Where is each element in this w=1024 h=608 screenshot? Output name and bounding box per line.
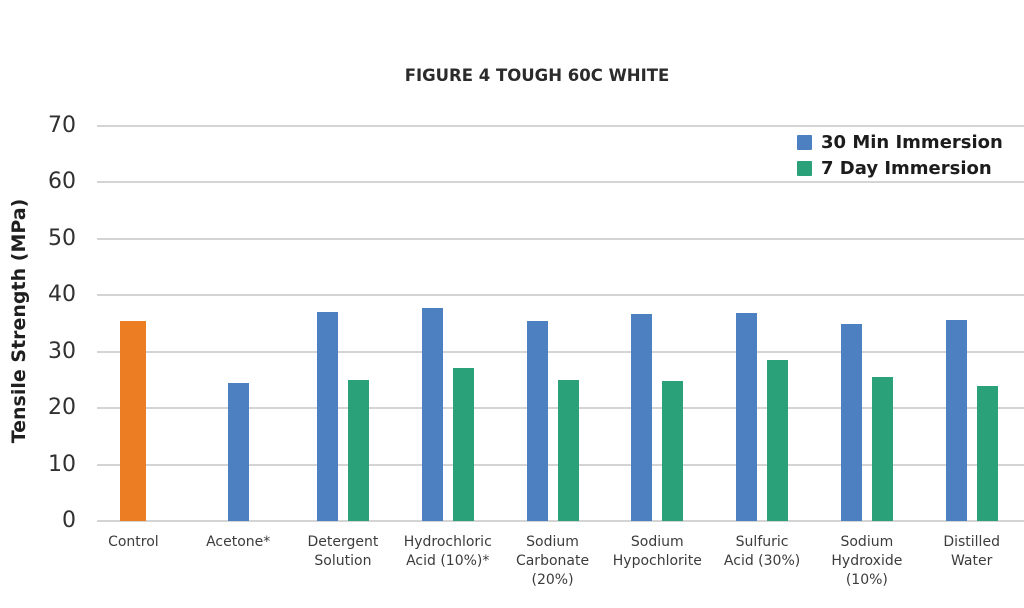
y-axis-ticks: 0 10 20 30 40 50 60 70 xyxy=(0,114,76,533)
y-tick-label: 10 xyxy=(48,451,76,477)
y-tick-label: 70 xyxy=(48,113,76,138)
gridline xyxy=(97,181,1024,184)
legend-item: 7 Day Immersion xyxy=(797,157,1003,179)
legend-item: 30 Min Immersion xyxy=(797,131,1003,153)
bar-7-day-immersion xyxy=(976,386,998,521)
y-tick-label: 60 xyxy=(48,169,76,195)
category-group xyxy=(500,126,605,521)
category-group xyxy=(605,126,710,521)
bar-7-day-immersion xyxy=(871,377,893,521)
category-label: Sodium Carbonate (20%) xyxy=(515,534,590,588)
bar-30-min-immersion xyxy=(736,313,758,521)
bar-7-day-immersion xyxy=(557,379,579,521)
bar-7-day-immersion xyxy=(452,367,474,521)
gridline xyxy=(97,237,1024,240)
y-tick-label: 0 xyxy=(62,508,76,533)
gridline xyxy=(97,294,1024,297)
bar-30-min-immersion xyxy=(945,320,967,521)
bar-30-min-immersion xyxy=(840,323,862,521)
y-tick-label: 30 xyxy=(48,338,76,364)
legend-label: 30 Min Immersion xyxy=(821,131,1003,153)
legend: 30 Min Immersion 7 Day Immersion xyxy=(797,131,1003,179)
bar-30-min-immersion xyxy=(316,312,338,521)
y-tick-label: 20 xyxy=(48,395,76,421)
category-group xyxy=(919,126,1024,521)
plot-area xyxy=(81,126,1024,521)
category-group xyxy=(81,126,186,521)
bar-30-min-immersion xyxy=(526,321,548,521)
category-label: Sulfuric Acid (30%) xyxy=(723,534,801,569)
category-label: Sodium Hypochlorite xyxy=(612,534,702,569)
y-tick-label: 50 xyxy=(48,225,76,251)
category-label: Hydrochloric Acid (10%)* xyxy=(403,534,492,569)
bar-7-day-immersion xyxy=(347,379,369,521)
bar-7-day-immersion xyxy=(767,360,789,521)
category-label: Control xyxy=(108,534,159,550)
bar-control xyxy=(120,321,147,521)
bar-7-day-immersion xyxy=(662,380,684,521)
legend-label: 7 Day Immersion xyxy=(821,157,992,179)
legend-swatch-7-day-icon xyxy=(797,160,812,176)
x-axis-labels: Control Acetone* Detergent Solution Hydroch… xyxy=(81,533,1024,590)
legend-swatch-30-min-icon xyxy=(797,134,812,150)
gridline xyxy=(97,350,1024,353)
category-label: Detergent Solution xyxy=(307,534,379,569)
category-group xyxy=(814,126,919,521)
category-group xyxy=(710,126,815,521)
bar-30-min-immersion xyxy=(421,307,443,521)
bar-30-min-immersion xyxy=(227,382,249,521)
category-group xyxy=(291,126,396,521)
chart-title: FIGURE 4 TOUGH 60C WHITE xyxy=(404,66,670,85)
bar-30-min-immersion xyxy=(631,313,653,521)
gridline xyxy=(97,520,1024,522)
category-label: Acetone* xyxy=(206,534,271,550)
gridline xyxy=(97,125,1024,127)
category-label: Distilled Water xyxy=(943,534,1000,569)
y-tick-label: 40 xyxy=(48,282,76,308)
category-group xyxy=(186,126,291,521)
category-group xyxy=(395,126,500,521)
category-label: Sodium Hydroxide (10%) xyxy=(831,534,903,588)
